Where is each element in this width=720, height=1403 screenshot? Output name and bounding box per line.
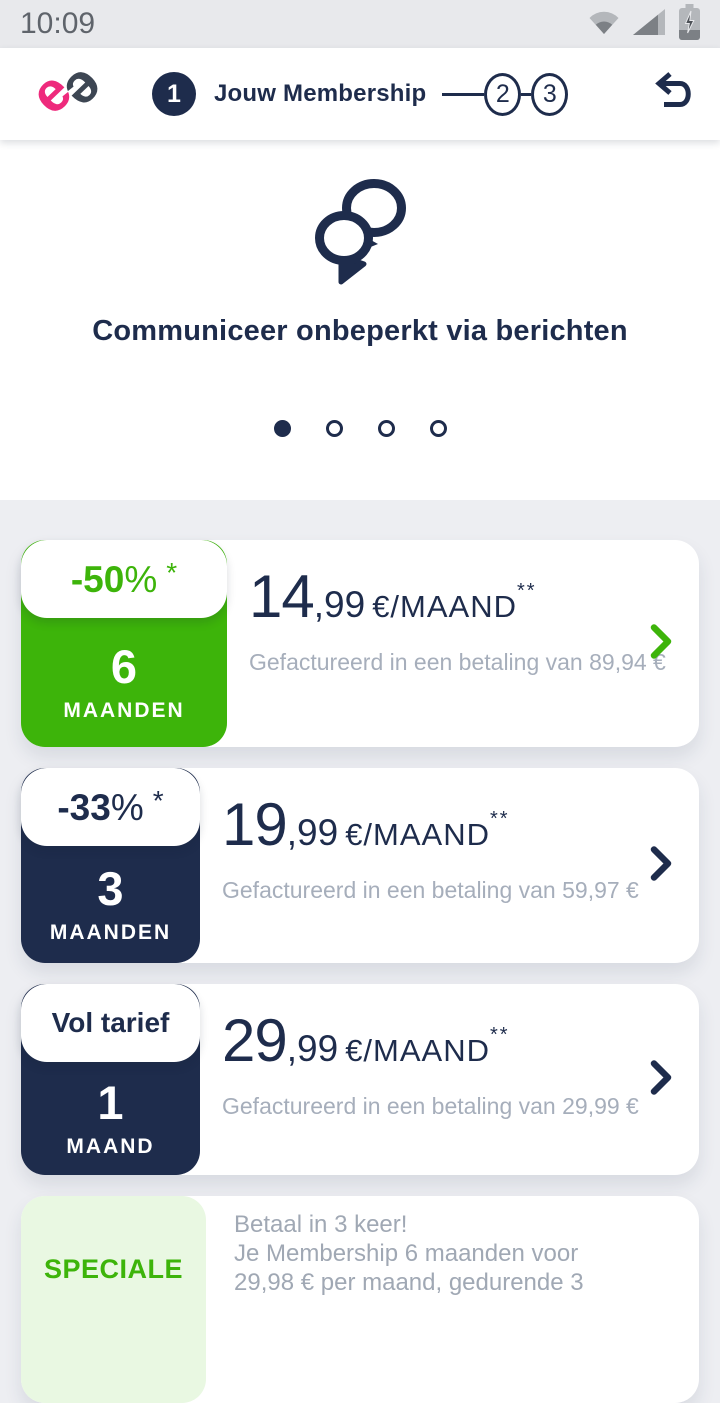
chevron-right-icon[interactable] [649,844,673,887]
plan-price-area: 19,99 €/MAAND** Gefactureerd in een betal… [200,768,699,963]
plan-price-area: 29,99 €/MAAND** Gefactureerd in een betal… [200,984,699,1175]
plan-list: -50% * 6 MAANDEN 14,99 €/MAAND** Gefacture… [0,500,720,1403]
duration-value: 6 [110,639,138,693]
clock: 10:09 [20,7,96,40]
plan-card-6-months[interactable]: -50% * 6 MAANDEN 14,99 €/MAAND** Gefacture… [21,540,699,747]
offer-line: Je Membership 6 maanden voor [234,1240,579,1267]
duration: 1 MAAND [21,1062,200,1175]
wifi-icon [589,10,619,39]
offer-line: Betaal in 3 keer! [234,1211,408,1238]
price-footnote: ** [490,808,510,830]
duration: 3 MAANDEN [21,846,200,963]
app-header: e e 1 Jouw Membership 2 3 [0,48,720,140]
status-bar: 10:09 [0,0,720,48]
duration-value: 3 [97,861,124,915]
benefit-carousel-slide: Communiceer onbeperkt via berichten [0,140,720,500]
plan-price-area: 14,99 €/MAAND** Gefactureerd in een betal… [227,540,699,747]
billing-note: Gefactureerd in een betaling van 29,99 € [222,1093,639,1119]
special-offer-badge-text: SPECIALE [43,1254,184,1284]
cell-signal-icon [633,8,665,40]
price-footnote: ** [490,1024,510,1046]
plan-duration-badge: -33% * 3 MAANDEN [21,768,200,963]
price-line: 19,99 €/MAAND** [222,792,685,858]
percent-sign: % [124,558,158,600]
duration-value: 1 [97,1075,124,1129]
price-unit: €/MAAND [372,589,517,624]
plan-card-3-months[interactable]: -33% * 3 MAANDEN 19,99 €/MAAND** Gefacture… [21,768,699,963]
stepper-connector [442,92,485,96]
chevron-right-icon[interactable] [649,1058,673,1101]
price-whole: 29 [222,1007,288,1074]
plan-duration-badge: -50% * 6 MAANDEN [21,540,227,747]
battery-charging-icon [679,3,700,45]
billing-note: Gefactureerd in een betaling van 59,97 € [222,877,639,903]
plan-duration-badge: Vol tarief 1 MAAND [21,984,200,1175]
chat-bubbles-icon [314,174,406,293]
full-rate-label: Vol tarief [21,984,200,1062]
step-1-indicator: 1 [152,72,196,116]
footnote-star: * [152,784,164,816]
price-footnote: ** [517,580,537,602]
step-2-indicator: 2 [484,72,522,116]
duration-unit: MAAND [66,1134,155,1158]
special-offer-badge: SPECIALE [21,1196,206,1403]
undo-arrow-icon [650,71,696,118]
carousel-dot-2[interactable] [325,420,343,437]
price-fraction: ,99 [286,812,339,853]
price-fraction: ,99 [286,1028,339,1069]
carousel-dot-1[interactable] [273,420,291,437]
price-line: 14,99 €/MAAND** [249,564,685,630]
percent-sign: % [110,786,144,828]
progress-stepper: 1 Jouw Membership 2 3 [152,72,569,116]
special-offer-description: Betaal in 3 keer! Je Membership 6 maande… [206,1196,594,1403]
benefit-title: Communiceer onbeperkt via berichten [92,315,628,347]
discount-value: -50 [70,558,125,600]
discount-label: -50% * [21,540,227,618]
price-whole: 19 [222,791,288,858]
stepper-connector [521,92,532,96]
back-undo-button[interactable] [650,71,696,118]
discount-value: -33 [57,786,111,828]
chevron-right-icon[interactable] [649,622,673,665]
step-3-indicator: 3 [531,72,569,116]
page-title: Jouw Membership [214,80,427,107]
duration-unit: MAANDEN [49,920,172,944]
plan-card-1-month[interactable]: Vol tarief 1 MAAND 29,99 €/MAAND** Gefact… [21,984,699,1175]
carousel-dots [273,420,447,437]
duration-unit: MAANDEN [63,698,185,722]
discount-label: -33% * [21,768,200,846]
price-whole: 14 [249,563,315,630]
duration: 6 MAANDEN [21,618,227,747]
billing-note: Gefactureerd in een betaling van 89,94 € [249,649,666,675]
status-icons [589,3,700,45]
price-fraction: ,99 [313,584,366,625]
full-rate-text: Vol tarief [51,1007,170,1038]
price-unit: €/MAAND [345,817,490,852]
price-line: 29,99 €/MAAND** [222,1008,685,1074]
brand-heart-logo: e e [17,57,119,128]
footnote-star: * [166,556,178,588]
price-unit: €/MAAND [345,1033,490,1068]
offer-line: 29,98 € per maand, gedurende 3 [234,1269,584,1296]
special-offer-card[interactable]: SPECIALE Betaal in 3 keer! Je Membership… [21,1196,699,1403]
carousel-dot-4[interactable] [429,420,447,437]
carousel-dot-3[interactable] [377,420,395,437]
